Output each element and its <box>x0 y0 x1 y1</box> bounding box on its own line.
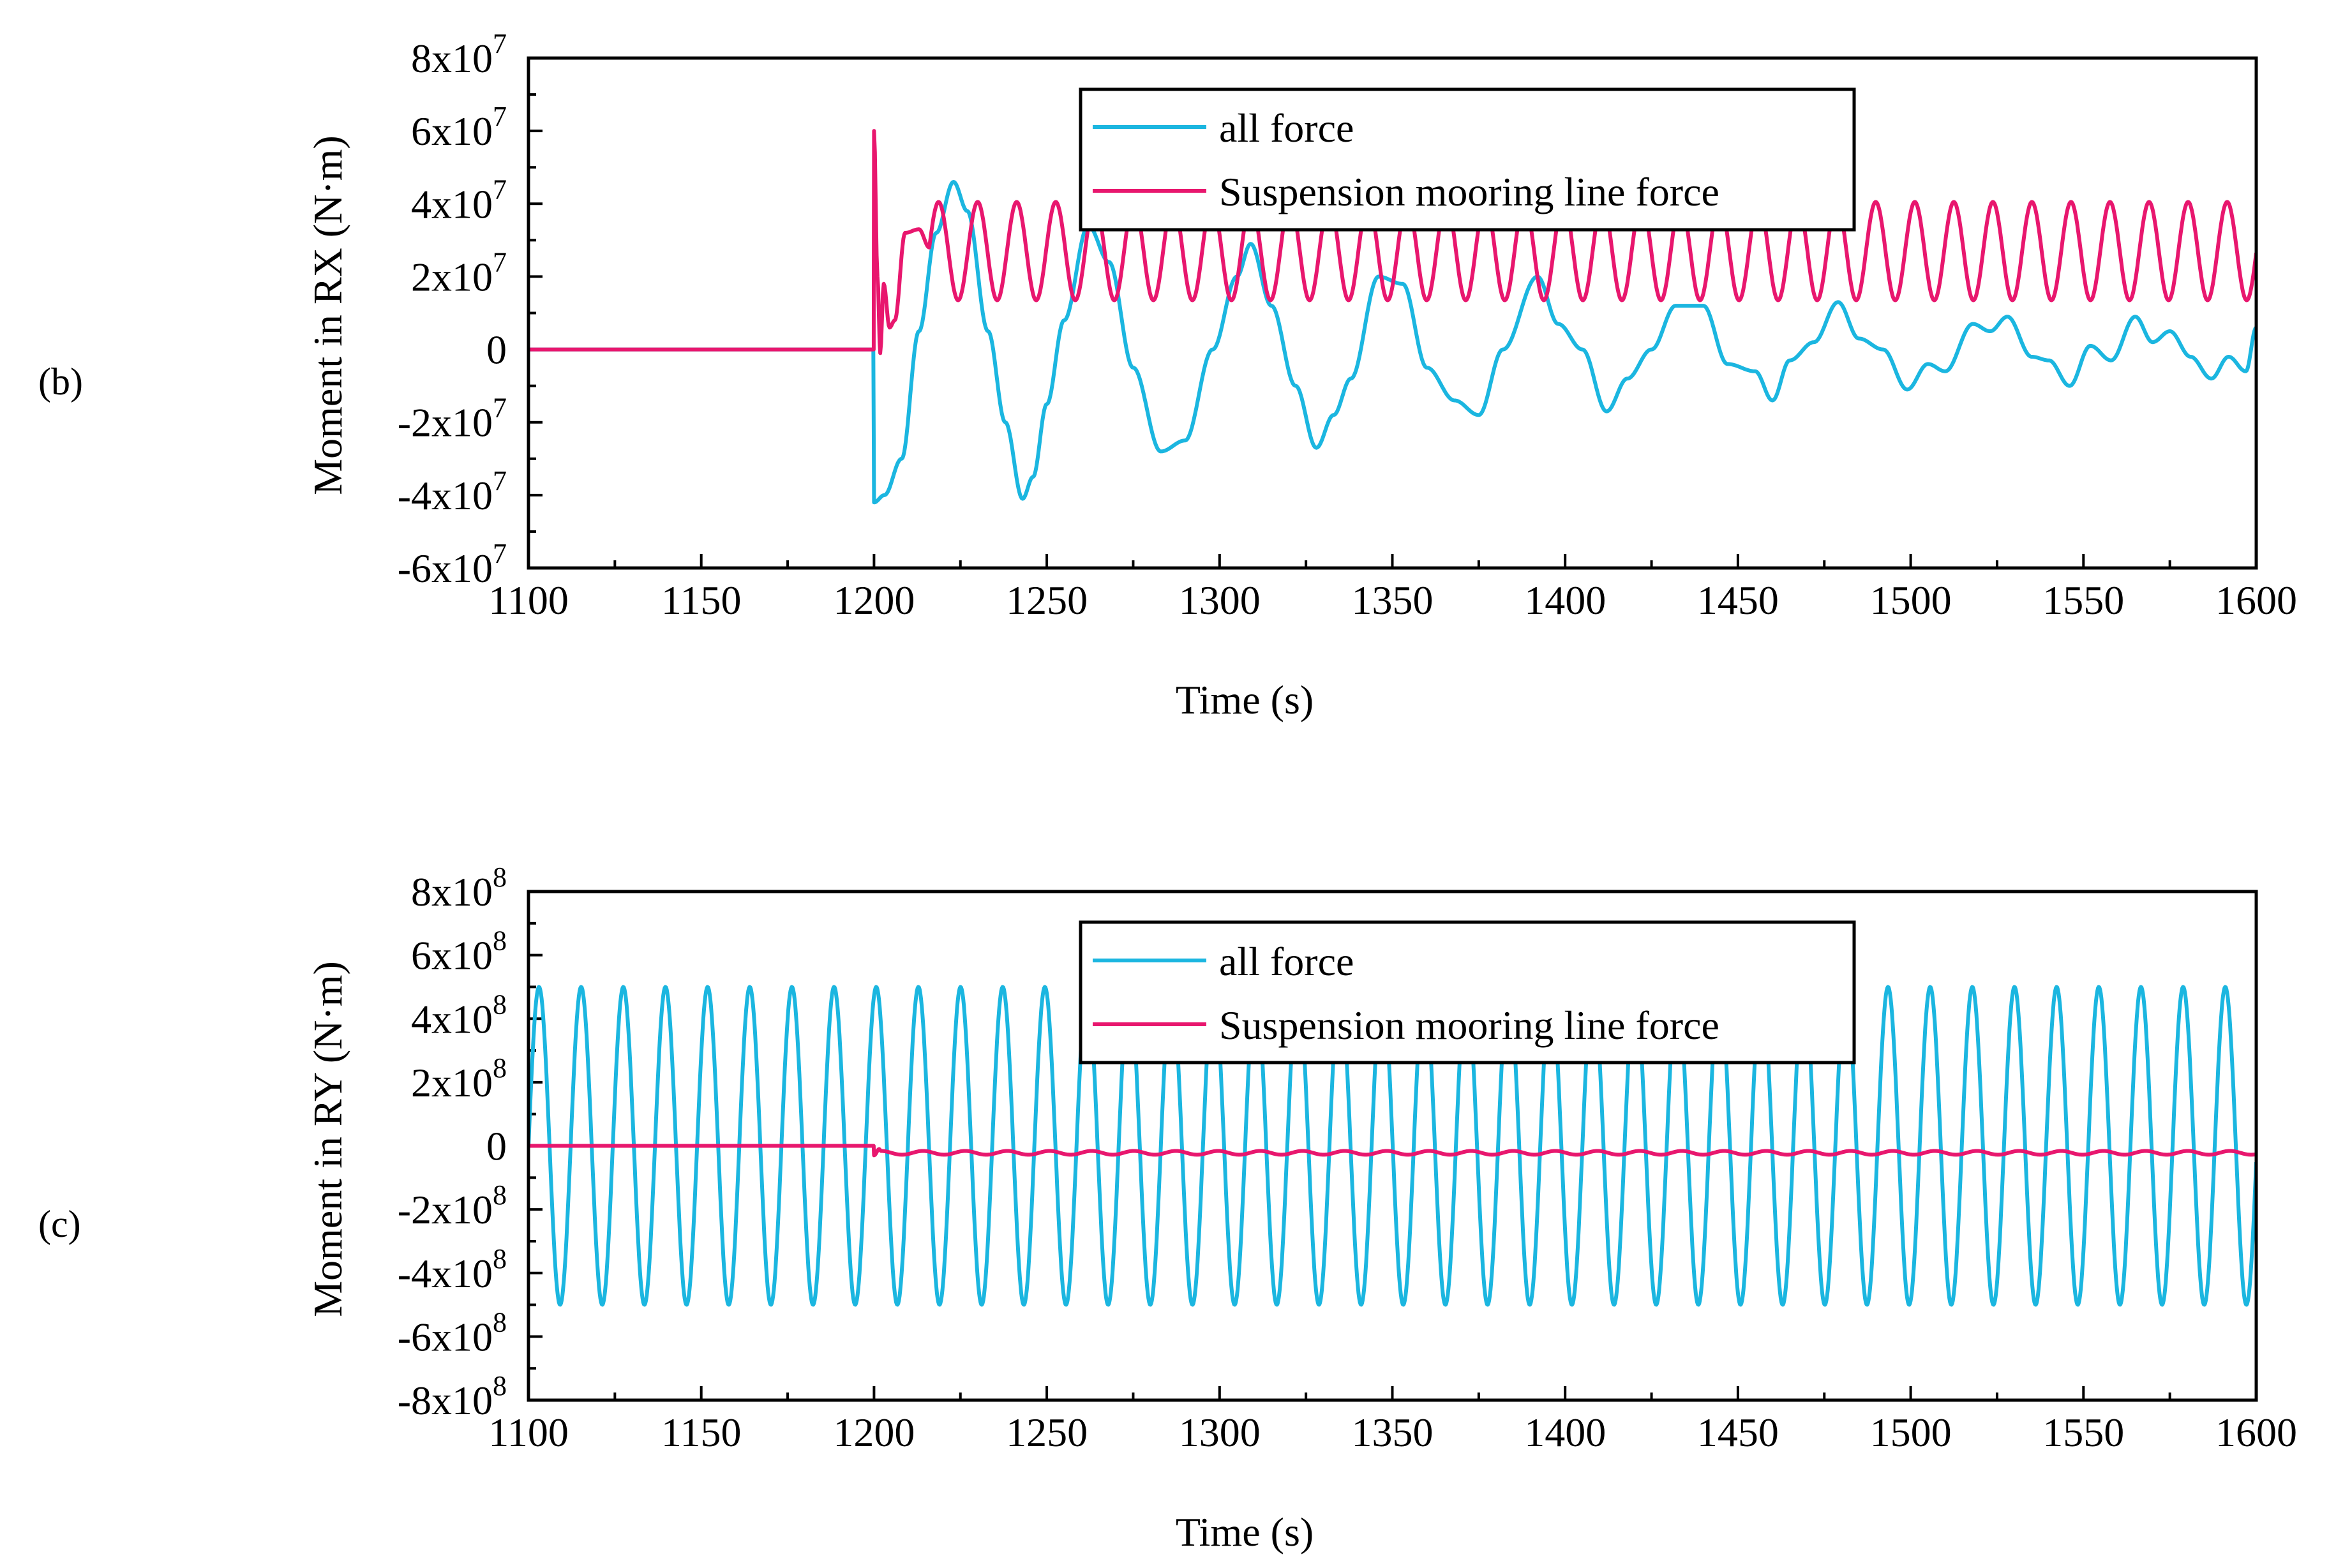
legend-box-rx <box>1079 87 1856 232</box>
panel-label-b: (b) <box>38 361 83 403</box>
x-axis-label-ry: Time (s) <box>1176 1509 1314 1555</box>
x-tick-label: 1600 <box>2215 578 2297 623</box>
plot-frame-rx <box>527 56 2258 570</box>
x-tick-label: 1150 <box>661 578 742 623</box>
x-tick-label: 1450 <box>1697 578 1779 623</box>
y-tick-label: 6x107 <box>411 101 507 154</box>
x-tick-label: 1250 <box>1006 578 1088 623</box>
plot-area-ry <box>528 985 2256 1307</box>
legend-label-mooring-ry: Suspension mooring line force <box>1219 1003 1719 1048</box>
x-tick-label: 1250 <box>1006 1410 1088 1455</box>
x-tick-label: 1350 <box>1352 1410 1434 1455</box>
y-axis-label-rx: Moment in RX (N·m) <box>305 135 350 495</box>
x-tick-label: 1400 <box>1524 578 1606 623</box>
plot-frame-ry <box>527 890 2258 1402</box>
y-tick-label: -4x107 <box>398 465 507 518</box>
x-tick-label: 1100 <box>488 1410 569 1455</box>
legend-label-mooring-rx: Suspension mooring line force <box>1219 169 1719 214</box>
x-tick-label: 1300 <box>1179 1410 1261 1455</box>
y-tick-label: 2x107 <box>411 246 507 299</box>
legend-ry: all force Suspension mooring line force <box>1079 920 1856 1064</box>
y-tick-label: 4x107 <box>411 174 507 227</box>
y-tick-label: 0 <box>486 1124 507 1169</box>
x-tick-label: 1350 <box>1352 578 1434 623</box>
x-tick-label: 1550 <box>2042 578 2124 623</box>
chart-panel-ry: (c) Moment in RY (N·m) Time (s) 1100 1150… <box>38 862 2297 1555</box>
y-tick-label: 4x108 <box>411 989 507 1042</box>
y-tick-label: 8x107 <box>411 28 507 81</box>
x-tick-label: 1200 <box>833 578 915 623</box>
axis-ticks-rx: 1100 1150 1200 1250 1300 1350 1400 1450 1500 1550… <box>398 28 2297 623</box>
axis-ticks-ry: 1100 1150 1200 1250 1300 1350 1400 1450 1500 1550… <box>398 862 2297 1455</box>
y-tick-label: -6x107 <box>398 538 507 591</box>
y-tick-label: 0 <box>486 327 507 373</box>
series-line-mooring-line-force-ry <box>528 1144 2256 1158</box>
x-tick-label: 1500 <box>1870 1410 1952 1455</box>
x-tick-label: 1200 <box>833 1410 915 1455</box>
x-tick-label: 1450 <box>1697 1410 1779 1455</box>
y-tick-label: -4x108 <box>398 1243 507 1296</box>
y-tick-label: -2x108 <box>398 1179 507 1232</box>
x-axis-label-rx: Time (s) <box>1176 677 1314 722</box>
x-tick-label: 1300 <box>1179 578 1261 623</box>
legend-label-all-force-rx: all force <box>1219 105 1354 151</box>
y-tick-label: 8x108 <box>411 862 507 915</box>
x-tick-label: 1100 <box>488 578 569 623</box>
x-tick-label: 1500 <box>1870 578 1952 623</box>
x-tick-label: 1150 <box>661 1410 742 1455</box>
series-line-all-force-ry <box>528 985 2256 1307</box>
y-axis-label-ry: Moment in RY (N·m) <box>305 961 350 1317</box>
series-line-mooring-line-force-rx <box>528 129 2256 355</box>
x-tick-label: 1400 <box>1524 1410 1606 1455</box>
legend-rx: all force Suspension mooring line force <box>1079 87 1856 232</box>
y-tick-label: -2x107 <box>398 392 507 445</box>
x-tick-label: 1550 <box>2042 1410 2124 1455</box>
x-tick-label: 1600 <box>2215 1410 2297 1455</box>
chart-panel-rx: (b) Moment in RX (N·m) Time (s) 1100 1150… <box>38 28 2297 722</box>
y-tick-label: -8x108 <box>398 1370 507 1423</box>
y-tick-label: 6x108 <box>411 925 507 978</box>
legend-box-ry <box>1079 920 1856 1064</box>
legend-label-all-force-ry: all force <box>1219 939 1354 984</box>
panel-label-c: (c) <box>38 1203 81 1245</box>
plot-area-rx <box>528 129 2256 505</box>
y-tick-label: 2x108 <box>411 1052 507 1105</box>
y-tick-label: -6x108 <box>398 1306 507 1359</box>
